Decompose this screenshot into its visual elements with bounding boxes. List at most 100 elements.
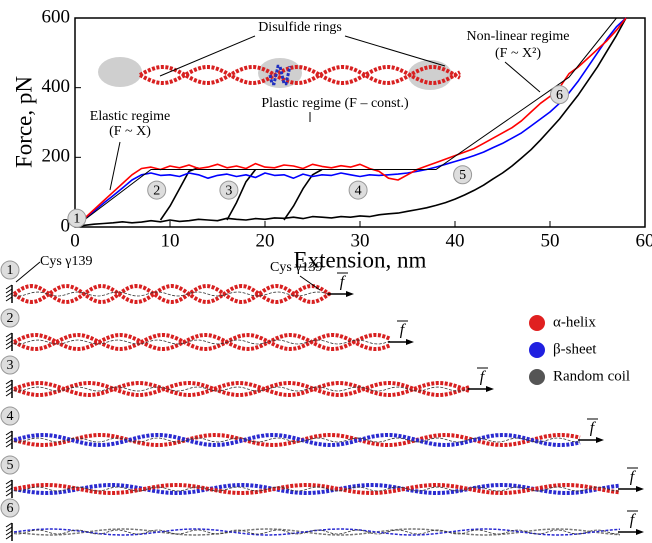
x-tick-label: 30 xyxy=(351,230,370,251)
legend-label: β-sheet xyxy=(553,341,597,357)
legend-swatch xyxy=(529,315,545,331)
row-number: 6 xyxy=(7,501,14,516)
row-number-badge xyxy=(0,498,20,518)
residue-label: Cys γ139 xyxy=(270,260,322,275)
anchor-hatch xyxy=(5,534,13,540)
legend-label: α-helix xyxy=(553,314,596,330)
anchor-hatch xyxy=(5,430,13,436)
strand xyxy=(13,483,621,495)
anchor-hatch xyxy=(5,391,13,397)
residue-label: Cys γ139 xyxy=(40,254,92,269)
row-number-badge xyxy=(0,308,20,328)
annotation-arrow xyxy=(504,61,541,93)
row-number: 2 xyxy=(7,311,14,326)
state-marker xyxy=(348,180,368,200)
force-arrow-head xyxy=(636,486,644,492)
state-marker-label: 3 xyxy=(225,183,232,198)
row-number: 3 xyxy=(7,358,14,373)
strand xyxy=(139,65,461,85)
row-number-badge xyxy=(0,455,20,475)
force-label: f xyxy=(630,512,637,529)
annotation: Elastic regime xyxy=(90,109,170,124)
y-tick-label: 400 xyxy=(42,76,71,97)
anchor-hatch xyxy=(5,292,13,298)
strand xyxy=(13,381,471,397)
anchor-hatch xyxy=(5,483,13,489)
strand xyxy=(13,291,331,297)
x-axis-label: Extension, nm xyxy=(294,247,427,272)
strand xyxy=(13,433,581,447)
annotation: Disulfide rings xyxy=(258,20,342,35)
row-number: 1 xyxy=(7,263,14,278)
strand xyxy=(13,339,391,345)
x-tick-label: 20 xyxy=(256,230,275,251)
x-tick-label: 50 xyxy=(541,230,560,251)
y-tick-label: 600 xyxy=(42,6,71,27)
row-number-badge xyxy=(0,406,20,426)
anchor-hatch xyxy=(5,522,13,528)
anchor-hatch xyxy=(5,438,13,444)
anchor-hatch xyxy=(5,487,13,493)
globular-domain xyxy=(98,57,142,87)
force-label: f xyxy=(400,322,407,339)
force-arrow-head xyxy=(636,529,644,535)
anchor-hatch xyxy=(5,284,13,290)
strand xyxy=(13,332,391,352)
anchor-hatch xyxy=(5,336,13,342)
strand xyxy=(13,437,581,443)
state-marker-label: 6 xyxy=(556,88,563,103)
state-marker-label: 2 xyxy=(153,183,160,198)
force-curve xyxy=(159,167,199,221)
anchor-hatch xyxy=(5,379,13,385)
row-number-badge xyxy=(0,260,20,280)
row-number: 4 xyxy=(7,409,14,424)
force-arrow-head xyxy=(596,437,604,443)
strand xyxy=(13,528,621,536)
force-label: f xyxy=(630,469,637,486)
anchor-hatch xyxy=(5,340,13,346)
state-marker xyxy=(453,165,473,185)
anchor-hatch xyxy=(5,526,13,532)
force-arrow-head xyxy=(486,386,494,392)
strand xyxy=(12,283,332,305)
y-axis-label: Force, pN xyxy=(11,76,36,168)
strand xyxy=(268,64,292,86)
x-tick-label: 0 xyxy=(70,230,80,251)
x-tick-label: 60 xyxy=(636,230,652,251)
force-curve xyxy=(74,17,627,228)
state-marker xyxy=(147,180,167,200)
strand xyxy=(13,332,391,352)
annotation-arrow xyxy=(109,141,121,191)
force-curve xyxy=(74,17,627,228)
legend-label: Random coil xyxy=(553,368,630,384)
anchor-hatch xyxy=(5,344,13,350)
strand xyxy=(139,65,461,85)
strand xyxy=(13,433,581,447)
strand xyxy=(13,483,621,495)
legend-swatch xyxy=(529,342,545,358)
annotation: Non-linear regime xyxy=(466,29,569,44)
annotation-arrow xyxy=(159,35,256,77)
force-curve xyxy=(74,17,627,228)
regime-guide xyxy=(74,17,617,228)
anchor-hatch xyxy=(5,434,13,440)
row-number: 5 xyxy=(7,458,14,473)
residue-arrow xyxy=(299,275,321,291)
anchor-hatch xyxy=(5,491,13,497)
anchor-hatch xyxy=(5,530,13,536)
row-number-badge xyxy=(0,355,20,375)
residue-arrow xyxy=(15,261,41,283)
anchor-hatch xyxy=(5,479,13,485)
strand xyxy=(13,528,621,536)
strand xyxy=(13,381,471,397)
y-tick-label: 0 xyxy=(61,215,71,236)
x-tick-label: 10 xyxy=(161,230,180,251)
state-marker-label: 4 xyxy=(355,183,362,198)
anchor-hatch xyxy=(5,296,13,302)
anchor-hatch xyxy=(5,288,13,294)
globular-domain xyxy=(408,60,452,90)
state-marker-label: 1 xyxy=(73,212,80,227)
anchor-hatch xyxy=(5,383,13,389)
annotation: (F ~ X²) xyxy=(495,46,541,61)
